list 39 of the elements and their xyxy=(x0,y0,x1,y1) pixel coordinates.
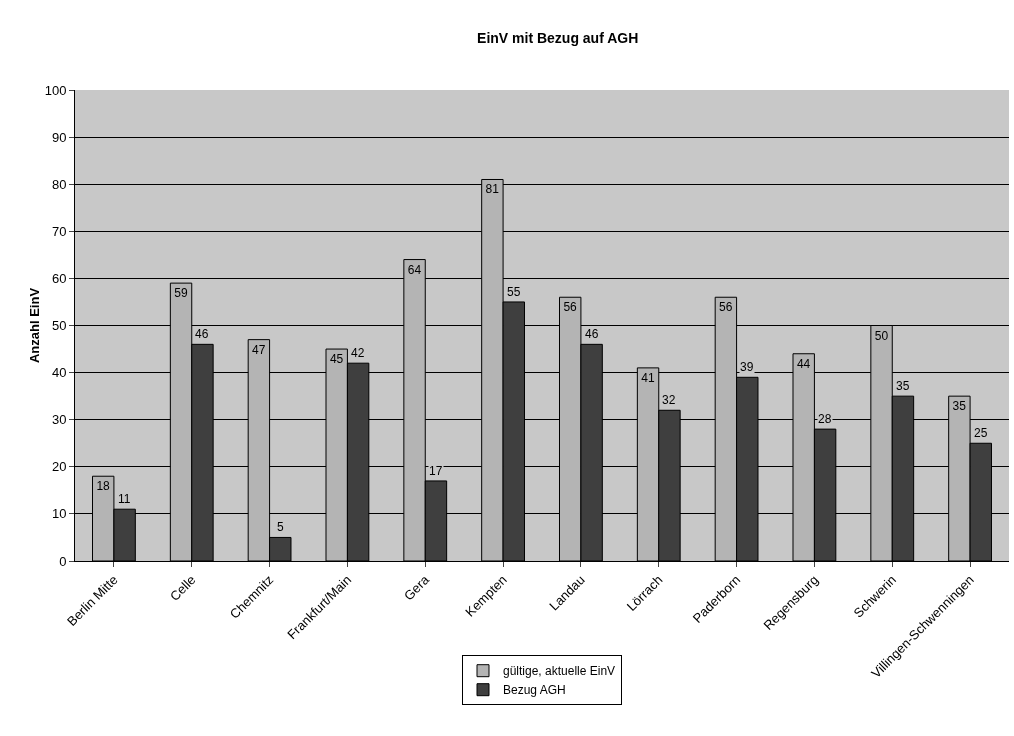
data-label: 50 xyxy=(874,328,889,343)
data-label: 55 xyxy=(507,285,521,299)
data-label: 25 xyxy=(974,426,988,440)
data-label: 28 xyxy=(818,412,832,426)
y-tick-label: 90 xyxy=(51,129,67,145)
data-label: 42 xyxy=(351,346,365,360)
y-tick-label: 50 xyxy=(51,318,67,334)
y-tick-label: 20 xyxy=(51,459,67,475)
data-label: 11 xyxy=(118,492,131,506)
data-label: 81 xyxy=(485,182,500,197)
y-tick-label: 0 xyxy=(59,553,67,569)
data-label: 32 xyxy=(662,393,676,407)
y-tick-label: 100 xyxy=(44,82,67,98)
data-label: 35 xyxy=(952,399,967,414)
data-label: 39 xyxy=(740,360,754,374)
data-label: 56 xyxy=(719,300,733,315)
data-label: 59 xyxy=(174,286,188,301)
data-label: 41 xyxy=(641,370,655,385)
data-label: 44 xyxy=(796,356,811,371)
data-label: 18 xyxy=(96,479,111,494)
y-tick-label: 40 xyxy=(51,365,67,381)
y-tick-label: 70 xyxy=(51,223,67,239)
data-label: 64 xyxy=(407,262,422,277)
data-label: 5 xyxy=(277,520,284,534)
y-tick-label: 30 xyxy=(51,412,67,428)
chart-title: EinV mit Bezug auf AGH xyxy=(477,29,639,46)
data-label: 56 xyxy=(563,300,578,315)
data-label: 46 xyxy=(585,327,599,341)
y-tick-label: 60 xyxy=(51,270,67,286)
data-label: 17 xyxy=(429,464,443,478)
data-label: 46 xyxy=(195,327,209,341)
data-label: 45 xyxy=(329,352,344,367)
data-label: 47 xyxy=(252,342,266,357)
legend-label: Bezug AGH xyxy=(503,683,566,698)
y-tick-label: 10 xyxy=(51,506,67,522)
data-label: 35 xyxy=(896,379,910,393)
y-axis-title: Anzahl EinV xyxy=(27,287,42,364)
legend-label: gültige, aktuelle EinV xyxy=(503,664,616,679)
y-tick-label: 80 xyxy=(51,176,67,192)
